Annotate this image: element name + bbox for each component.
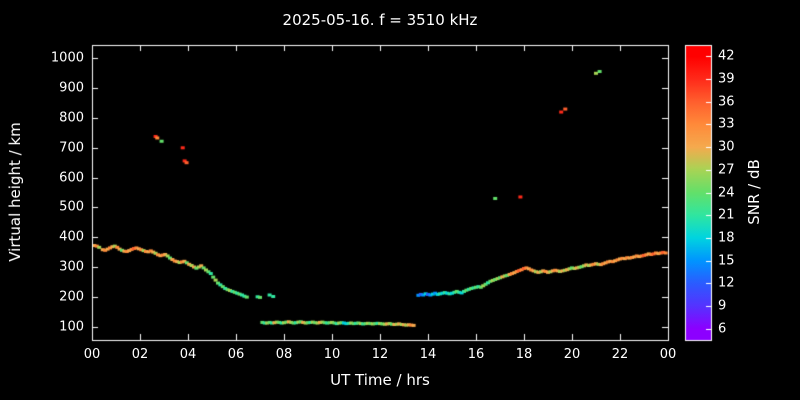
chart-title: 2025-05-16. f = 3510 kHz [282,11,478,29]
x-tick-label: 02 [131,347,149,362]
colorbar-tick-label: 36 [718,94,735,110]
x-tick-label: 14 [419,347,437,362]
y-tick-label: 300 [59,259,84,275]
colorbar-tick-label: 30 [718,139,735,155]
y-tick-label: 1000 [50,50,84,66]
x-axis-label: UT Time / hrs [330,371,430,389]
y-tick-label: 900 [59,80,84,96]
colorbar-tick-label: 24 [718,185,735,200]
colorbar-tick-label: 21 [718,207,735,223]
x-tick-label: 00 [659,347,677,362]
x-tick-label: 20 [563,347,581,362]
x-tick-label: 10 [323,347,341,362]
x-tick-label: 08 [275,347,293,362]
colorbar-tick-label: 33 [718,116,735,132]
x-tick-label: 16 [467,347,485,362]
colorbar-tick-label: 39 [718,71,735,87]
colorbar-tick-label: 9 [718,298,727,314]
colorbar-label: SNR / dB [745,159,763,225]
x-tick-label: 04 [179,347,197,362]
x-tick-label: 12 [371,347,389,362]
y-axis-label: Virtual height / km [6,122,24,262]
y-tick-label: 100 [59,319,84,335]
x-tick-label: 06 [227,347,245,362]
y-tick-label: 700 [59,140,84,156]
colorbar-tick-label: 15 [718,253,735,269]
y-tick-label: 800 [59,110,84,126]
y-tick-label: 500 [59,199,84,215]
colorbar-tick-label: 6 [718,321,727,337]
y-tick-label: 400 [59,229,84,245]
x-tick-label: 22 [611,347,629,362]
x-tick-label: 00 [83,347,101,362]
y-tick-label: 200 [59,289,84,305]
colorbar-tick-label: 42 [718,48,735,64]
colorbar-tick-label: 27 [718,162,735,178]
colorbar-tick-label: 18 [718,230,735,246]
x-tick-label: 18 [515,347,533,362]
colorbar-tick-label: 12 [718,275,735,291]
y-tick-label: 600 [59,170,84,186]
